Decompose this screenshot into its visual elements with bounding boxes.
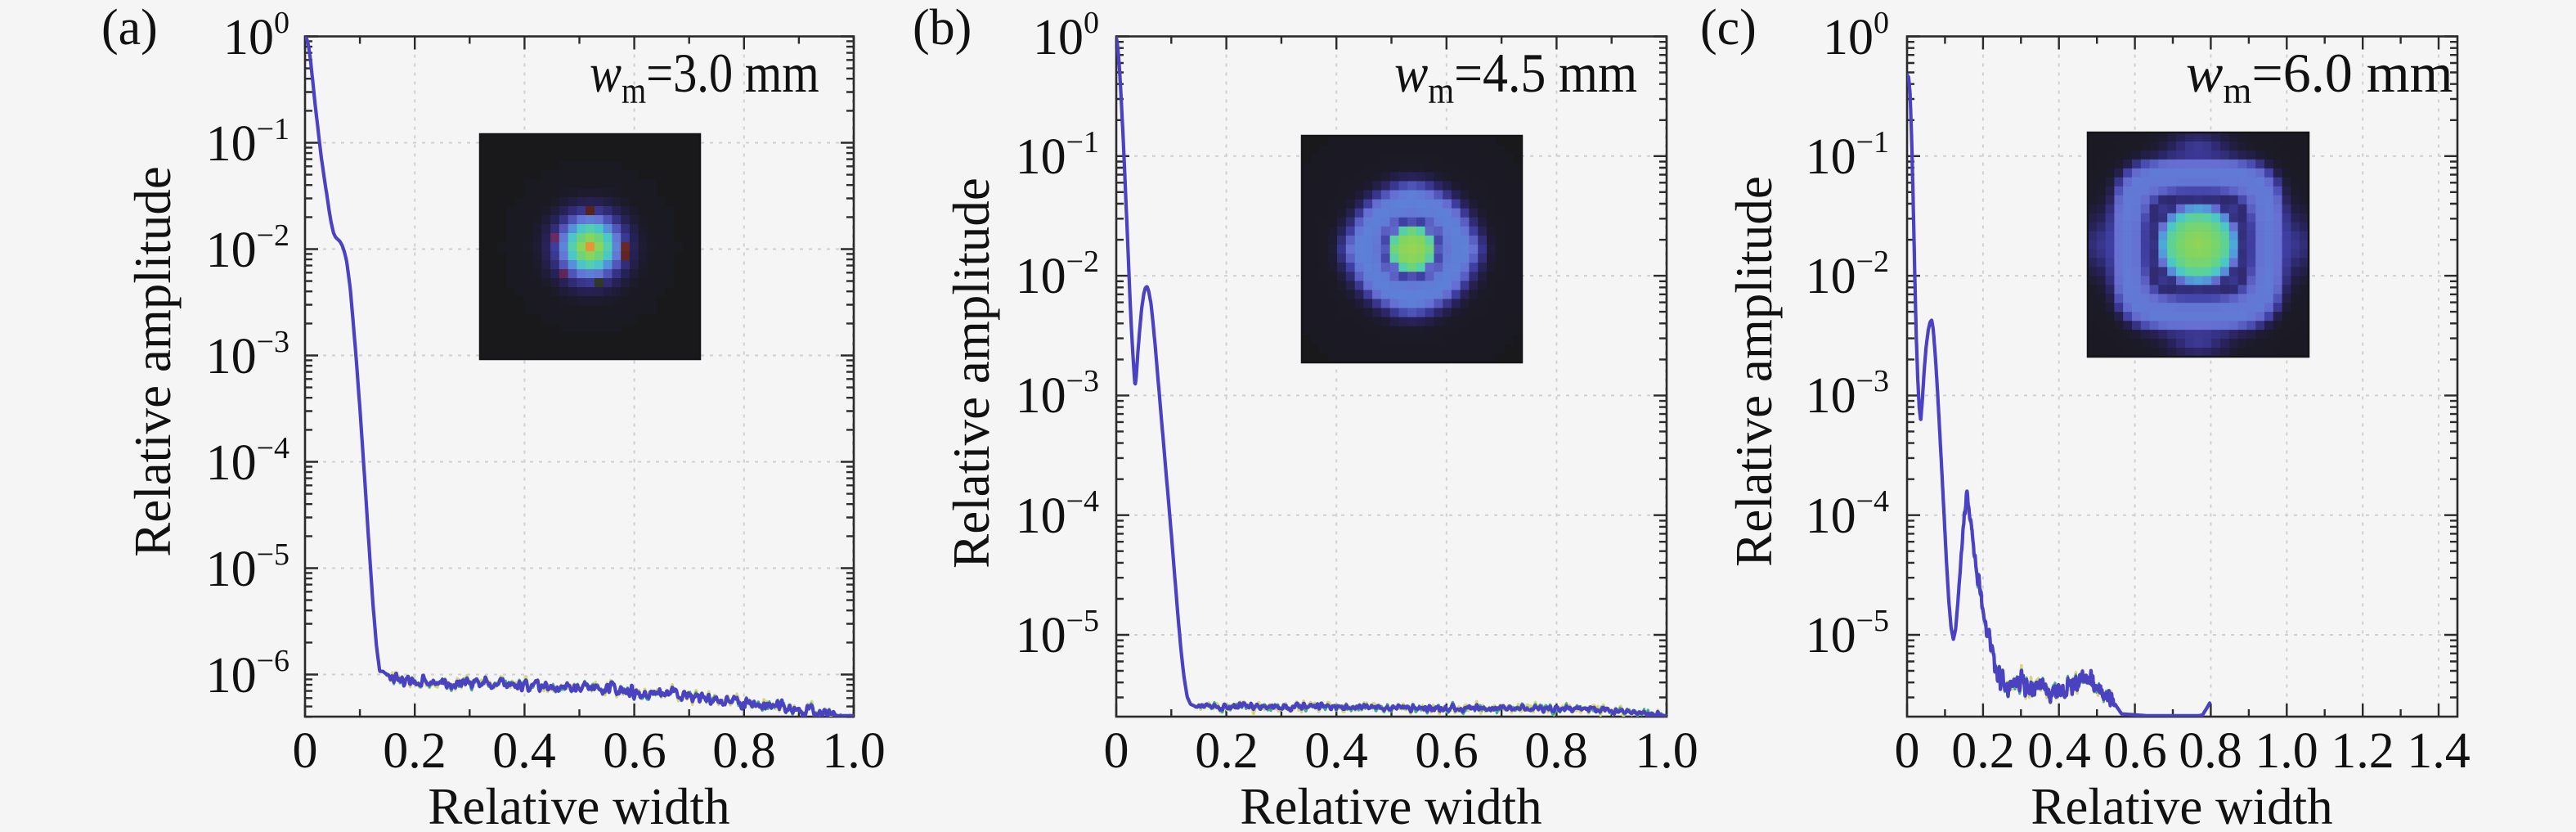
svg-text:1.0: 1.0 xyxy=(2255,723,2318,779)
svg-text:1.2: 1.2 xyxy=(2331,723,2394,779)
svg-text:0.8: 0.8 xyxy=(2179,723,2242,779)
svg-text:0.6: 0.6 xyxy=(1415,723,1479,779)
svg-text:Relative amplitude: Relative amplitude xyxy=(124,166,182,557)
svg-text:1.0: 1.0 xyxy=(1635,723,1699,779)
svg-text:(a): (a) xyxy=(101,0,158,56)
svg-text:0.6: 0.6 xyxy=(2103,723,2167,779)
svg-text:0: 0 xyxy=(293,723,318,779)
svg-text:10−2: 10−2 xyxy=(1016,245,1099,304)
svg-text:10−3: 10−3 xyxy=(1806,364,1889,424)
svg-text:0.6: 0.6 xyxy=(603,723,666,779)
svg-text:0.2: 0.2 xyxy=(1195,723,1259,779)
svg-text:0.4: 0.4 xyxy=(2027,723,2091,779)
svg-text:Relative width: Relative width xyxy=(1240,778,1542,832)
svg-text:0: 0 xyxy=(1895,723,1920,779)
svg-text:0.2: 0.2 xyxy=(1951,723,2015,779)
svg-text:0.4: 0.4 xyxy=(1304,723,1368,779)
svg-text:wm=6.0 mm: wm=6.0 mm xyxy=(2186,42,2453,111)
svg-text:(b): (b) xyxy=(913,0,972,56)
svg-text:wm=3.0 mm: wm=3.0 mm xyxy=(590,42,819,112)
svg-text:0.4: 0.4 xyxy=(492,723,556,779)
svg-text:0.2: 0.2 xyxy=(383,723,447,779)
svg-text:10−1: 10−1 xyxy=(1806,125,1889,185)
svg-text:(c): (c) xyxy=(1700,0,1757,56)
svg-text:Relative amplitude: Relative amplitude xyxy=(1726,176,1783,567)
svg-text:1.4: 1.4 xyxy=(2407,723,2471,779)
svg-text:Relative width: Relative width xyxy=(2031,778,2332,832)
svg-text:Relative amplitude: Relative amplitude xyxy=(943,178,1000,569)
svg-text:wm=4.5 mm: wm=4.5 mm xyxy=(1394,43,1637,111)
svg-text:0.8: 0.8 xyxy=(1524,723,1588,779)
svg-text:0.8: 0.8 xyxy=(712,723,776,779)
svg-text:Relative width: Relative width xyxy=(428,778,729,832)
svg-text:10−5: 10−5 xyxy=(1806,604,1889,663)
svg-text:10−4: 10−4 xyxy=(1806,484,1889,544)
svg-text:1.0: 1.0 xyxy=(822,723,886,779)
svg-text:0: 0 xyxy=(1104,723,1129,779)
